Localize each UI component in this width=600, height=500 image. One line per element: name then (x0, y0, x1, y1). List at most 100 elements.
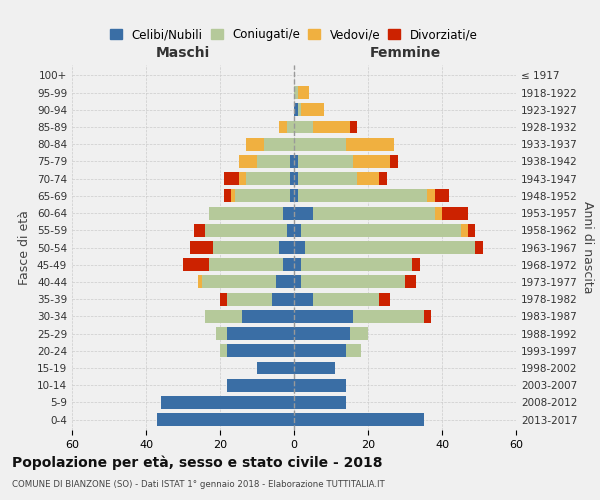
Bar (349, 327, 368, 340)
Bar (427, 190, 434, 202)
Bar (202, 276, 275, 288)
Legend: Celibi/Nubili, Coniugati/e, Vedovi/e, Divorziati/e: Celibi/Nubili, Coniugati/e, Vedovi/e, Di… (106, 24, 482, 46)
Bar (294, 155, 298, 168)
Bar (246, 138, 265, 150)
Bar (294, 120, 313, 134)
Bar (298, 86, 309, 99)
Bar (442, 206, 468, 220)
Bar (227, 327, 294, 340)
Bar (290, 190, 294, 202)
Bar (357, 172, 379, 185)
Bar (301, 224, 461, 236)
Bar (294, 292, 313, 306)
Bar (305, 241, 475, 254)
Bar (212, 241, 279, 254)
Bar (287, 224, 294, 236)
Bar (205, 224, 287, 236)
Bar (294, 396, 346, 409)
Bar (231, 190, 235, 202)
Text: COMUNE DI BIANZONE (SO) - Dati ISTAT 1° gennaio 2018 - Elaborazione TUTTITALIA.I: COMUNE DI BIANZONE (SO) - Dati ISTAT 1° … (12, 480, 385, 489)
Bar (161, 396, 294, 409)
Bar (257, 362, 294, 374)
Bar (461, 224, 468, 236)
Bar (468, 224, 475, 236)
Bar (294, 104, 298, 116)
Bar (246, 172, 290, 185)
Bar (294, 241, 305, 254)
Bar (209, 206, 283, 220)
Bar (294, 344, 346, 358)
Bar (475, 241, 482, 254)
Bar (294, 258, 301, 271)
Bar (224, 172, 239, 185)
Bar (346, 138, 394, 150)
Bar (272, 292, 294, 306)
Bar (239, 172, 246, 185)
Bar (349, 120, 357, 134)
Bar (220, 344, 227, 358)
Bar (294, 190, 298, 202)
Bar (298, 155, 353, 168)
Bar (294, 172, 298, 185)
Bar (301, 276, 405, 288)
Bar (279, 120, 287, 134)
Bar (294, 379, 346, 392)
Bar (227, 344, 294, 358)
Bar (379, 172, 386, 185)
Bar (227, 379, 294, 392)
Bar (294, 276, 301, 288)
Bar (412, 258, 420, 271)
Bar (157, 413, 294, 426)
Bar (294, 224, 301, 236)
Text: Popolazione per età, sesso e stato civile - 2018: Popolazione per età, sesso e stato civil… (12, 455, 383, 469)
Bar (294, 413, 424, 426)
Bar (239, 155, 257, 168)
Bar (294, 86, 298, 99)
Bar (353, 310, 424, 323)
Bar (205, 310, 242, 323)
Bar (390, 155, 398, 168)
Bar (224, 190, 231, 202)
Text: Femmine: Femmine (370, 46, 440, 60)
Bar (265, 138, 294, 150)
Bar (194, 224, 205, 236)
Bar (298, 190, 427, 202)
Bar (434, 190, 449, 202)
Bar (242, 310, 294, 323)
Y-axis label: Fasce di età: Fasce di età (19, 210, 31, 285)
Bar (209, 258, 283, 271)
Bar (424, 310, 431, 323)
Bar (298, 172, 357, 185)
Bar (313, 206, 434, 220)
Bar (190, 241, 212, 254)
Bar (294, 362, 335, 374)
Bar (434, 206, 442, 220)
Bar (227, 292, 272, 306)
Bar (279, 241, 294, 254)
Bar (301, 104, 323, 116)
Bar (283, 258, 294, 271)
Bar (301, 258, 412, 271)
Bar (183, 258, 209, 271)
Bar (294, 310, 353, 323)
Bar (298, 104, 301, 116)
Bar (283, 206, 294, 220)
Bar (405, 276, 416, 288)
Bar (353, 155, 390, 168)
Bar (198, 276, 202, 288)
Bar (287, 120, 294, 134)
Bar (294, 206, 313, 220)
Bar (294, 327, 349, 340)
Bar (290, 155, 294, 168)
Bar (235, 190, 290, 202)
Bar (346, 344, 361, 358)
Y-axis label: Anni di nascita: Anni di nascita (581, 201, 594, 294)
Bar (275, 276, 294, 288)
Bar (220, 292, 227, 306)
Bar (294, 138, 346, 150)
Text: Maschi: Maschi (156, 46, 210, 60)
Bar (290, 172, 294, 185)
Bar (313, 120, 349, 134)
Bar (217, 327, 227, 340)
Bar (313, 292, 379, 306)
